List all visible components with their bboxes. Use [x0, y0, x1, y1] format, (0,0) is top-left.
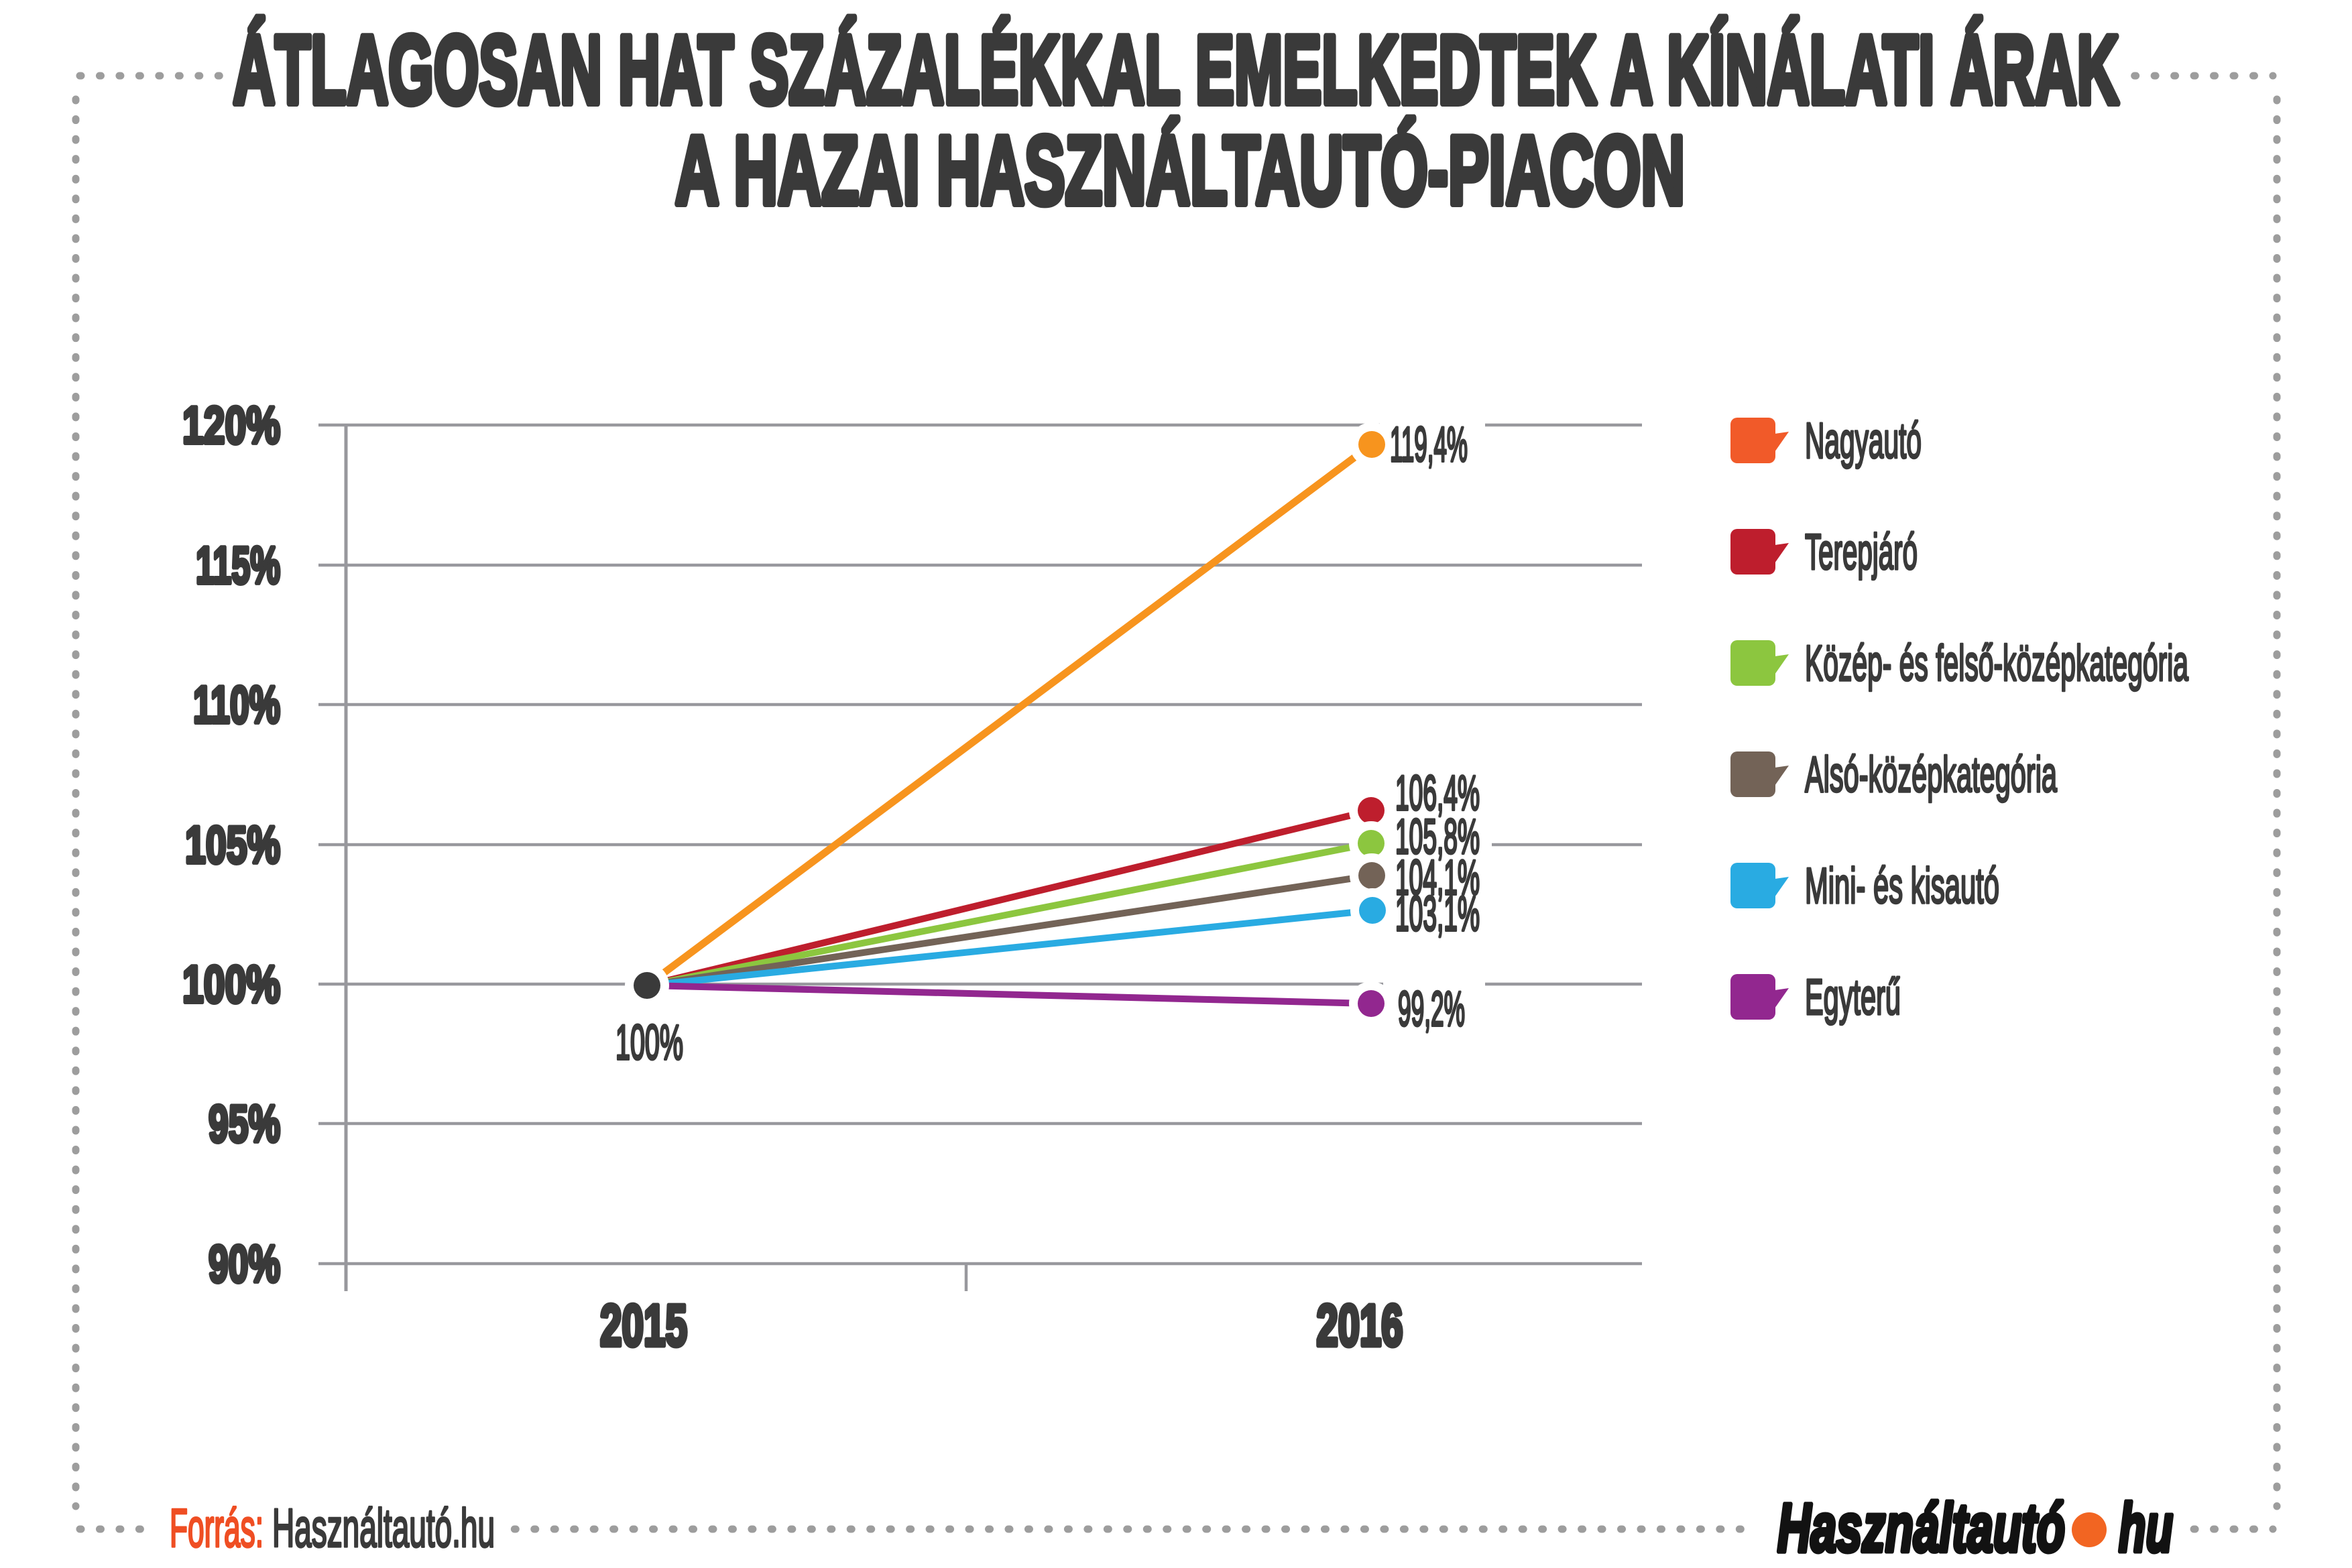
svg-text:Nagyautó: Nagyautó	[1805, 412, 1922, 469]
svg-text:Terepjáró: Terepjáró	[1805, 524, 1918, 580]
svg-text:Használtautó: Használtautó	[1777, 1490, 2065, 1566]
svg-text:119,4%: 119,4%	[1390, 418, 1468, 472]
svg-text:Egyterű: Egyterű	[1805, 969, 1901, 1025]
svg-text:Forrás:: Forrás:	[170, 1498, 263, 1559]
svg-text:95%: 95%	[209, 1094, 280, 1153]
svg-text:120%: 120%	[182, 396, 280, 455]
svg-text:Mini- és kisautó: Mini- és kisautó	[1805, 857, 1999, 914]
svg-text:ÁTLAGOSAN HAT SZÁZALÉKKAL EMEL: ÁTLAGOSAN HAT SZÁZALÉKKAL EMELKEDTEK A K…	[233, 15, 2119, 124]
svg-text:hu: hu	[2119, 1490, 2173, 1566]
svg-text:Alsó-középkategória: Alsó-középkategória	[1805, 746, 2057, 802]
svg-text:104,1%: 104,1%	[1395, 851, 1480, 905]
svg-text:105%: 105%	[185, 815, 280, 874]
svg-text:105,8%: 105,8%	[1395, 810, 1480, 864]
svg-text:110%: 110%	[193, 675, 280, 734]
svg-text:Használtautó.hu: Használtautó.hu	[272, 1498, 495, 1559]
svg-text:90%: 90%	[209, 1234, 280, 1293]
svg-text:115%: 115%	[196, 536, 280, 595]
svg-text:2016: 2016	[1317, 1293, 1403, 1358]
svg-text:99,2%: 99,2%	[1398, 982, 1465, 1036]
svg-text:A HAZAI HASZNÁLTAUTÓ-PIACON: A HAZAI HASZNÁLTAUTÓ-PIACON	[675, 116, 1685, 225]
svg-text:Közép- és felső-középkategória: Közép- és felső-középkategória	[1805, 635, 2188, 691]
svg-text:2015: 2015	[600, 1293, 687, 1358]
svg-text:106,4%: 106,4%	[1395, 766, 1480, 821]
svg-text:100%: 100%	[182, 955, 280, 1014]
svg-text:103,1%: 103,1%	[1395, 887, 1480, 941]
svg-text:100%: 100%	[615, 1016, 683, 1070]
